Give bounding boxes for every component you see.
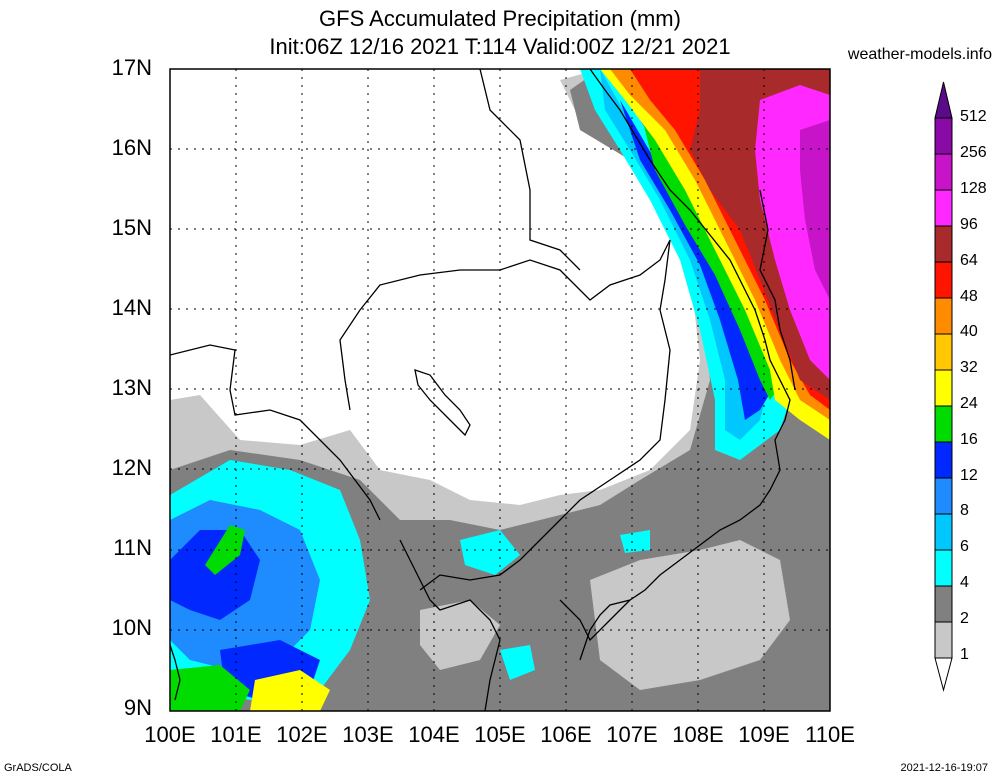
precip-area-16mm-west bbox=[205, 525, 245, 575]
colorbar-swatch-32 bbox=[934, 333, 953, 371]
colorbar-label-16: 16 bbox=[960, 431, 978, 448]
map-title: GFS Accumulated Precipitation (mm) bbox=[319, 6, 681, 31]
colorbar-label-256: 256 bbox=[960, 144, 987, 161]
colorbar bbox=[934, 81, 953, 692]
colorbar-label-6: 6 bbox=[960, 538, 969, 555]
precip-patch-4mm-3 bbox=[620, 530, 650, 553]
precip-fields bbox=[170, 69, 830, 711]
precip-area-16mm-southwest bbox=[170, 665, 250, 711]
precip-patch-1mm-west bbox=[420, 600, 500, 670]
lon-label-107e: 107E bbox=[606, 722, 658, 747]
colorbar-label-2: 2 bbox=[960, 610, 969, 627]
laos-border bbox=[479, 69, 581, 271]
lon-label-108e: 108E bbox=[672, 722, 724, 747]
coastlines-borders bbox=[170, 69, 796, 711]
colorbar-swatch-1 bbox=[934, 621, 953, 659]
lon-label-101e: 101E bbox=[210, 722, 262, 747]
tonle-sap-lake bbox=[414, 369, 471, 437]
colorbar-label-8: 8 bbox=[960, 502, 969, 519]
precip-area-24mm-coast bbox=[600, 69, 830, 440]
colorbar-swatch-12 bbox=[934, 441, 953, 479]
lon-label-110e: 110E bbox=[805, 722, 855, 747]
colorbar-swatch-8 bbox=[934, 477, 953, 515]
lat-label-12n: 12N bbox=[111, 455, 152, 480]
colorbar-label-512: 512 bbox=[960, 108, 987, 125]
lon-label-105e: 105E bbox=[474, 722, 526, 747]
colorbar-swatch-2 bbox=[934, 585, 953, 623]
colorbar-swatch-6 bbox=[934, 513, 953, 551]
colorbar-label-4: 4 bbox=[960, 574, 969, 591]
lon-label-104e: 104E bbox=[408, 722, 460, 747]
vietnam-central-coast bbox=[759, 189, 796, 391]
lon-label-100e: 100E bbox=[144, 722, 196, 747]
colorbar-label-96: 96 bbox=[960, 216, 978, 233]
precip-area-12mm-coast bbox=[620, 100, 775, 420]
colorbar-arrow-bottom bbox=[934, 657, 953, 692]
vietnam-coastline bbox=[579, 69, 791, 661]
precip-patch-1mm-south bbox=[590, 540, 790, 690]
lon-label-103e: 103E bbox=[342, 722, 394, 747]
cambodia-border bbox=[339, 239, 671, 591]
precip-area-24mm-southwest bbox=[250, 670, 330, 711]
lon-label-109e: 109E bbox=[738, 722, 790, 747]
generated-timestamp: 2021-12-16-19:07 bbox=[900, 762, 988, 774]
init-valid-time: Init:06Z 12/16 2021 T:114 Valid:00Z 12/2… bbox=[269, 34, 731, 59]
colorbar-label-24: 24 bbox=[960, 395, 978, 412]
lon-label-102e: 102E bbox=[276, 722, 328, 747]
precip-patch-4mm-1 bbox=[460, 530, 520, 575]
colorbar-label-64: 64 bbox=[960, 252, 978, 269]
colorbar-swatch-24 bbox=[934, 369, 953, 407]
software-credit: GrADS/COLA bbox=[4, 762, 72, 774]
colorbar-swatch-256 bbox=[934, 117, 953, 155]
colorbar-swatch-128 bbox=[934, 153, 953, 191]
lat-label-16n: 16N bbox=[111, 135, 152, 160]
lon-label-106e: 106E bbox=[540, 722, 592, 747]
precip-patch-4mm-2 bbox=[500, 645, 535, 680]
colorbar-label-1: 1 bbox=[960, 646, 969, 663]
precip-area-128mm-offshore bbox=[800, 120, 830, 300]
lat-label-9n: 9N bbox=[123, 695, 152, 720]
precip-area-16mm-coast bbox=[640, 110, 785, 400]
lat-label-14n: 14N bbox=[111, 295, 152, 320]
colorbar-swatch-16 bbox=[934, 405, 953, 443]
colorbar-swatch-64 bbox=[934, 225, 953, 263]
lat-label-10n: 10N bbox=[111, 615, 152, 640]
map-subtitle: Init:06Z 12/16 2021 T:114 Valid:00Z 12/2… bbox=[0, 34, 1000, 60]
graticule bbox=[170, 69, 830, 711]
lat-label-15n: 15N bbox=[111, 215, 152, 240]
thailand-border bbox=[170, 344, 381, 521]
colorbar-swatch-48 bbox=[934, 261, 953, 299]
lat-label-17n: 17N bbox=[111, 55, 152, 80]
map-frame bbox=[169, 68, 831, 712]
colorbar-swatch-4 bbox=[934, 549, 953, 587]
colorbar-swatch-40 bbox=[934, 297, 953, 335]
lat-label-11n: 11N bbox=[113, 535, 152, 560]
thailand-southwest-coast bbox=[170, 644, 181, 701]
colorbar-swatch-96 bbox=[934, 189, 953, 227]
colorbar-label-32: 32 bbox=[960, 359, 978, 376]
colorbar-label-40: 40 bbox=[960, 323, 978, 340]
mekong-delta-coast bbox=[559, 599, 631, 642]
lat-label-13n: 13N bbox=[111, 375, 152, 400]
source-label: weather-models.info bbox=[847, 46, 992, 63]
precip-area-40mm-coast bbox=[610, 69, 830, 420]
colorbar-label-48: 48 bbox=[960, 288, 978, 305]
colorbar-label-128: 128 bbox=[960, 180, 987, 197]
colorbar-label-12: 12 bbox=[960, 467, 978, 484]
gulf-coast bbox=[399, 539, 501, 711]
colorbar-arrow-top bbox=[934, 81, 953, 119]
